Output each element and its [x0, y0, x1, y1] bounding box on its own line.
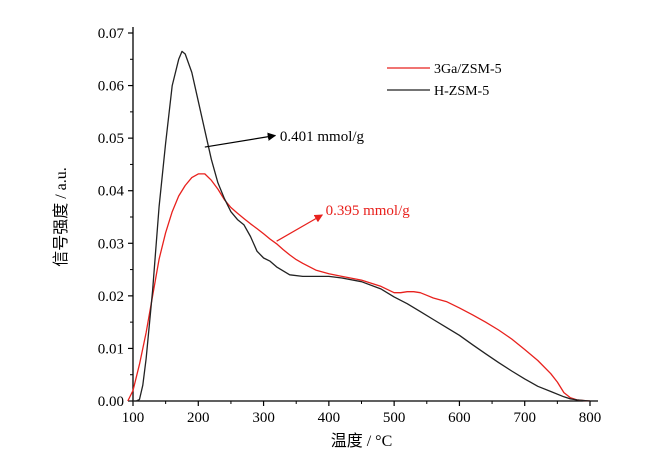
y-tick-label: 0.01: [98, 341, 124, 357]
legend-label: 3Ga/ZSM-5: [434, 62, 502, 77]
y-axis-title: 信号强度 / a.u.: [52, 167, 70, 267]
x-tick-label: 400: [318, 410, 341, 426]
axes: [132, 27, 598, 402]
annotation-arrow: [276, 214, 324, 242]
legend-label: H-ZSM-5: [434, 84, 489, 99]
y-tick-label: 0.04: [98, 184, 125, 200]
x-tick-label: 100: [122, 410, 145, 426]
series-line-h-zsm5: [133, 50, 591, 402]
series-line-ga-zsm5: [127, 173, 591, 402]
x-tick-label: 800: [579, 410, 602, 426]
legend: 3Ga/ZSM-5 H-ZSM-5: [387, 62, 502, 99]
y-tick-label: 0.03: [98, 236, 124, 252]
y-tick-label: 0.00: [98, 394, 124, 410]
y-tick-label: 0.02: [98, 289, 124, 305]
x-tick-label: 600: [448, 410, 471, 426]
x-tick-label: 500: [383, 410, 406, 426]
x-tick-label: 300: [252, 410, 275, 426]
y-tick-label: 0.05: [98, 131, 124, 147]
annotation-label: 0.395 mmol/g: [326, 203, 411, 219]
y-tick-label: 0.07: [98, 26, 125, 42]
annotation-arrow: [204, 132, 277, 148]
x-axis-title: 温度 / °C: [331, 432, 393, 450]
axis-ticks: 100 200 300 400 500 600 700 800 0.00 0.01 0.02 0.03…: [98, 26, 602, 426]
y-tick-label: 0.06: [98, 79, 125, 95]
annotation-label: 0.401 mmol/g: [280, 129, 365, 145]
x-tick-label: 700: [513, 410, 536, 426]
series-layer: [127, 50, 591, 402]
annotations: 0.401 mmol/g 0.395 mmol/g: [204, 129, 411, 242]
x-tick-label: 200: [187, 410, 210, 426]
